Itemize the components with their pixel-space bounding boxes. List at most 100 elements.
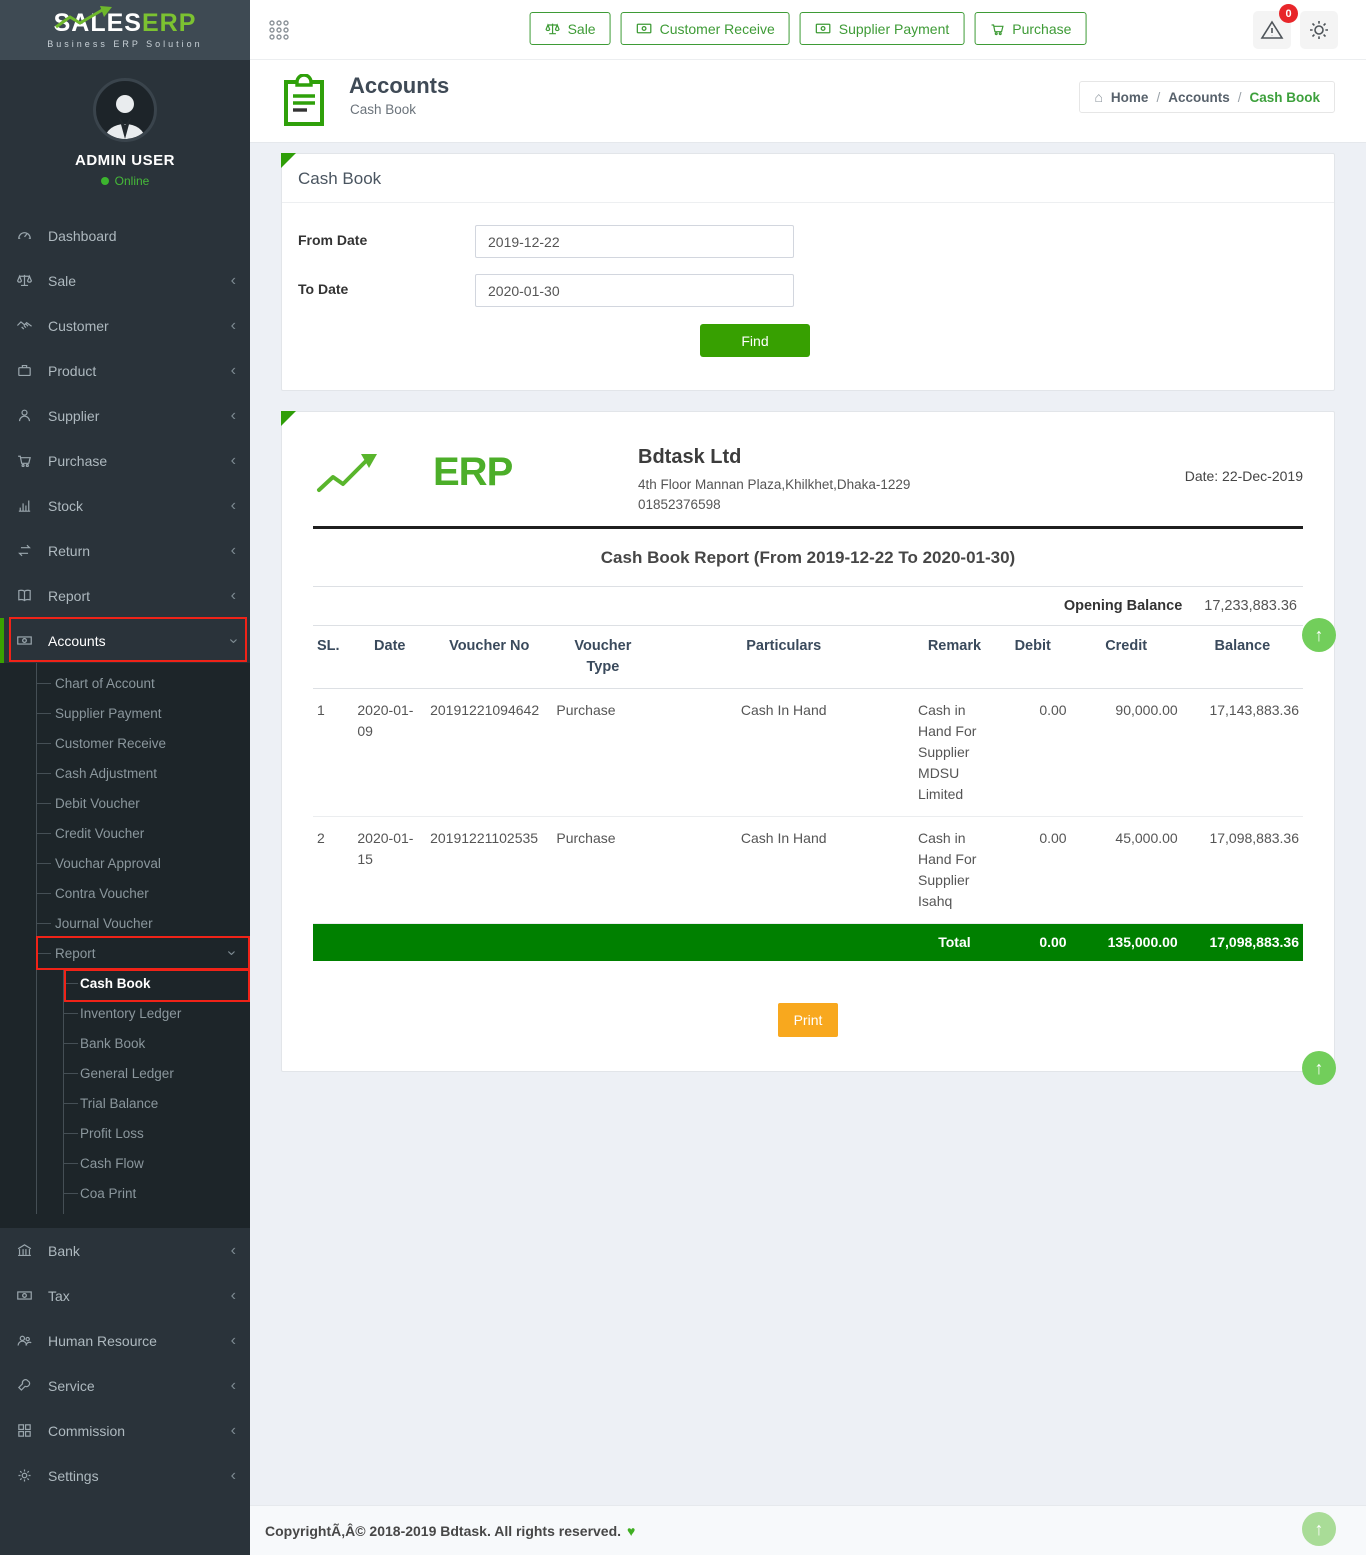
supplier-payment-quick-button[interactable]: Supplier Payment bbox=[799, 12, 965, 45]
panel-corner-fold bbox=[281, 411, 296, 426]
alerts-button[interactable]: 0 bbox=[1253, 4, 1298, 49]
sidebar-item-human-resource[interactable]: Human Resource ‹ bbox=[0, 1318, 250, 1363]
arrow-up-icon: ↑ bbox=[1314, 624, 1324, 645]
sidebar-item-report[interactable]: Report ‹ bbox=[0, 573, 250, 618]
footer: CopyrightÃ‚Â© 2018-2019 Bdtask. All righ… bbox=[250, 1505, 1366, 1555]
opening-balance-row: Opening Balance 17,233,883.36 bbox=[313, 587, 1303, 625]
gear-icon bbox=[16, 1467, 42, 1484]
find-button[interactable]: Find bbox=[700, 324, 810, 357]
logo-trend-arrow-icon bbox=[52, 5, 122, 31]
print-button[interactable]: Print bbox=[777, 1002, 839, 1037]
chevron-down-icon: ‹ bbox=[222, 950, 240, 956]
notification-badge: 0 bbox=[1279, 4, 1298, 23]
submenu-item-credit-voucher[interactable]: Credit Voucher bbox=[0, 818, 250, 848]
breadcrumb-accounts[interactable]: Accounts bbox=[1168, 89, 1230, 105]
tools-icon bbox=[16, 1377, 42, 1394]
from-date-input[interactable] bbox=[475, 225, 794, 258]
sidebar-item-dashboard[interactable]: Dashboard bbox=[0, 213, 250, 258]
submenu-item-cash-adjustment[interactable]: Cash Adjustment bbox=[0, 758, 250, 788]
panel-corner-fold bbox=[281, 153, 296, 168]
person-icon bbox=[16, 407, 42, 424]
submenu-item-vouchar-approval[interactable]: Vouchar Approval bbox=[0, 848, 250, 878]
to-date-input[interactable] bbox=[475, 274, 794, 307]
people-icon bbox=[16, 1332, 42, 1349]
apps-grid-icon[interactable] bbox=[264, 15, 294, 45]
scroll-top-button[interactable]: ↑ bbox=[1302, 618, 1336, 652]
submenu-item-supplier-payment[interactable]: Supplier Payment bbox=[0, 698, 250, 728]
header-icons: 0 bbox=[1253, 4, 1338, 49]
sidebar-item-sale[interactable]: Sale ‹ bbox=[0, 258, 250, 303]
sidebar-item-accounts[interactable]: Accounts ‹ bbox=[0, 618, 250, 663]
submenu-item-journal-voucher[interactable]: Journal Voucher bbox=[0, 908, 250, 938]
breadcrumb-home[interactable]: Home bbox=[1110, 89, 1149, 105]
logo-subtitle: Business ERP Solution bbox=[47, 39, 203, 49]
company-address: 4th Floor Mannan Plaza,Khilkhet,Dhaka-12… bbox=[638, 477, 911, 492]
table-row: 1 2020-01-09 20191221094642 Purchase Cas… bbox=[313, 688, 1303, 817]
report-logo: ERP bbox=[313, 446, 513, 498]
sale-quick-button[interactable]: Sale bbox=[529, 12, 611, 45]
briefcase-icon bbox=[16, 362, 42, 379]
trend-arrow-icon bbox=[313, 446, 405, 498]
submenu-item-bank-book[interactable]: Bank Book bbox=[0, 1028, 250, 1058]
table-total-row: Total 0.00 135,000.00 17,098,883.36 bbox=[313, 923, 1303, 961]
sidebar-item-tax[interactable]: Tax ‹ bbox=[0, 1273, 250, 1318]
sidebar-item-stock[interactable]: Stock ‹ bbox=[0, 483, 250, 528]
sidebar-item-product[interactable]: Product ‹ bbox=[0, 348, 250, 393]
app-logo[interactable]: SALESERP Business ERP Solution bbox=[0, 0, 250, 60]
cash-book-report-panel: ERP Bdtask Ltd 4th Floor Mannan Plaza,Kh… bbox=[281, 411, 1335, 1072]
submenu-item-cash-flow[interactable]: Cash Flow bbox=[0, 1148, 250, 1178]
copyright-text: CopyrightÃ‚Â© 2018-2019 Bdtask. All righ… bbox=[265, 1522, 622, 1539]
accounts-submenu: Chart of Account Supplier Payment Custom… bbox=[0, 663, 250, 1228]
dashboard-icon bbox=[16, 227, 42, 244]
sidebar-item-supplier[interactable]: Supplier ‹ bbox=[0, 393, 250, 438]
heart-icon: ♥ bbox=[627, 1522, 636, 1539]
submenu-item-coa-print[interactable]: Coa Print bbox=[0, 1178, 250, 1208]
sidebar-item-bank[interactable]: Bank ‹ bbox=[0, 1228, 250, 1273]
submenu-item-general-ledger[interactable]: General Ledger bbox=[0, 1058, 250, 1088]
settings-button[interactable] bbox=[1300, 11, 1338, 49]
scroll-top-button[interactable]: ↑ bbox=[1302, 1051, 1336, 1085]
page-content: Cash Book From Date To Date Find bbox=[250, 143, 1366, 1505]
purchase-quick-button[interactable]: Purchase bbox=[974, 12, 1087, 45]
submenu-item-profit-loss[interactable]: Profit Loss bbox=[0, 1118, 250, 1148]
sidebar-item-purchase[interactable]: Purchase ‹ bbox=[0, 438, 250, 483]
table-header-row: SL. Date Voucher No Voucher Type Particu… bbox=[313, 624, 1303, 689]
submenu-item-report[interactable]: Report ‹ bbox=[0, 938, 250, 968]
submenu-item-inventory-ledger[interactable]: Inventory Ledger bbox=[0, 998, 250, 1028]
scroll-top-button[interactable]: ↑ bbox=[1302, 1512, 1336, 1546]
submenu-item-debit-voucher[interactable]: Debit Voucher bbox=[0, 788, 250, 818]
sidebar-item-customer[interactable]: Customer ‹ bbox=[0, 303, 250, 348]
chevron-left-icon: ‹ bbox=[230, 541, 236, 559]
user-panel: ADMIN USER Online bbox=[0, 60, 250, 213]
submenu-item-chart-of-account[interactable]: Chart of Account bbox=[0, 668, 250, 698]
to-date-label: To Date bbox=[298, 281, 349, 297]
submenu-item-contra-voucher[interactable]: Contra Voucher bbox=[0, 878, 250, 908]
handshake-icon bbox=[16, 317, 42, 334]
sidebar-item-commission[interactable]: Commission ‹ bbox=[0, 1408, 250, 1453]
chevron-left-icon: ‹ bbox=[230, 1466, 236, 1484]
divider bbox=[313, 525, 1303, 529]
cart-icon bbox=[989, 21, 1005, 37]
gear-icon bbox=[1307, 18, 1331, 42]
sidebar-item-service[interactable]: Service ‹ bbox=[0, 1363, 250, 1408]
sidebar-item-settings[interactable]: Settings ‹ bbox=[0, 1453, 250, 1498]
chevron-down-icon: ‹ bbox=[224, 637, 242, 644]
exchange-icon bbox=[16, 542, 42, 559]
clipboard-icon bbox=[283, 74, 325, 128]
sidebar-item-return[interactable]: Return ‹ bbox=[0, 528, 250, 573]
arrow-up-icon: ↑ bbox=[1314, 1518, 1324, 1539]
customer-receive-quick-button[interactable]: Customer Receive bbox=[620, 12, 790, 45]
banknote-icon bbox=[16, 1287, 42, 1304]
sidebar-nav: Dashboard Sale ‹ Customer ‹ Product ‹ Su… bbox=[0, 213, 250, 1498]
chevron-left-icon: ‹ bbox=[230, 451, 236, 469]
sidebar: SALESERP Business ERP Solution ADMIN USE… bbox=[0, 0, 250, 1555]
chevron-left-icon: ‹ bbox=[230, 316, 236, 334]
tree-line bbox=[63, 968, 64, 1214]
submenu-item-customer-receive[interactable]: Customer Receive bbox=[0, 728, 250, 758]
submenu-item-trial-balance[interactable]: Trial Balance bbox=[0, 1088, 250, 1118]
submenu-item-cash-book[interactable]: Cash Book bbox=[0, 968, 250, 998]
online-dot-icon bbox=[100, 177, 109, 185]
chevron-left-icon: ‹ bbox=[230, 406, 236, 424]
cash-book-table: SL. Date Voucher No Voucher Type Particu… bbox=[313, 624, 1303, 961]
quick-buttons: Sale Customer Receive Supplier Payment P… bbox=[529, 12, 1087, 45]
